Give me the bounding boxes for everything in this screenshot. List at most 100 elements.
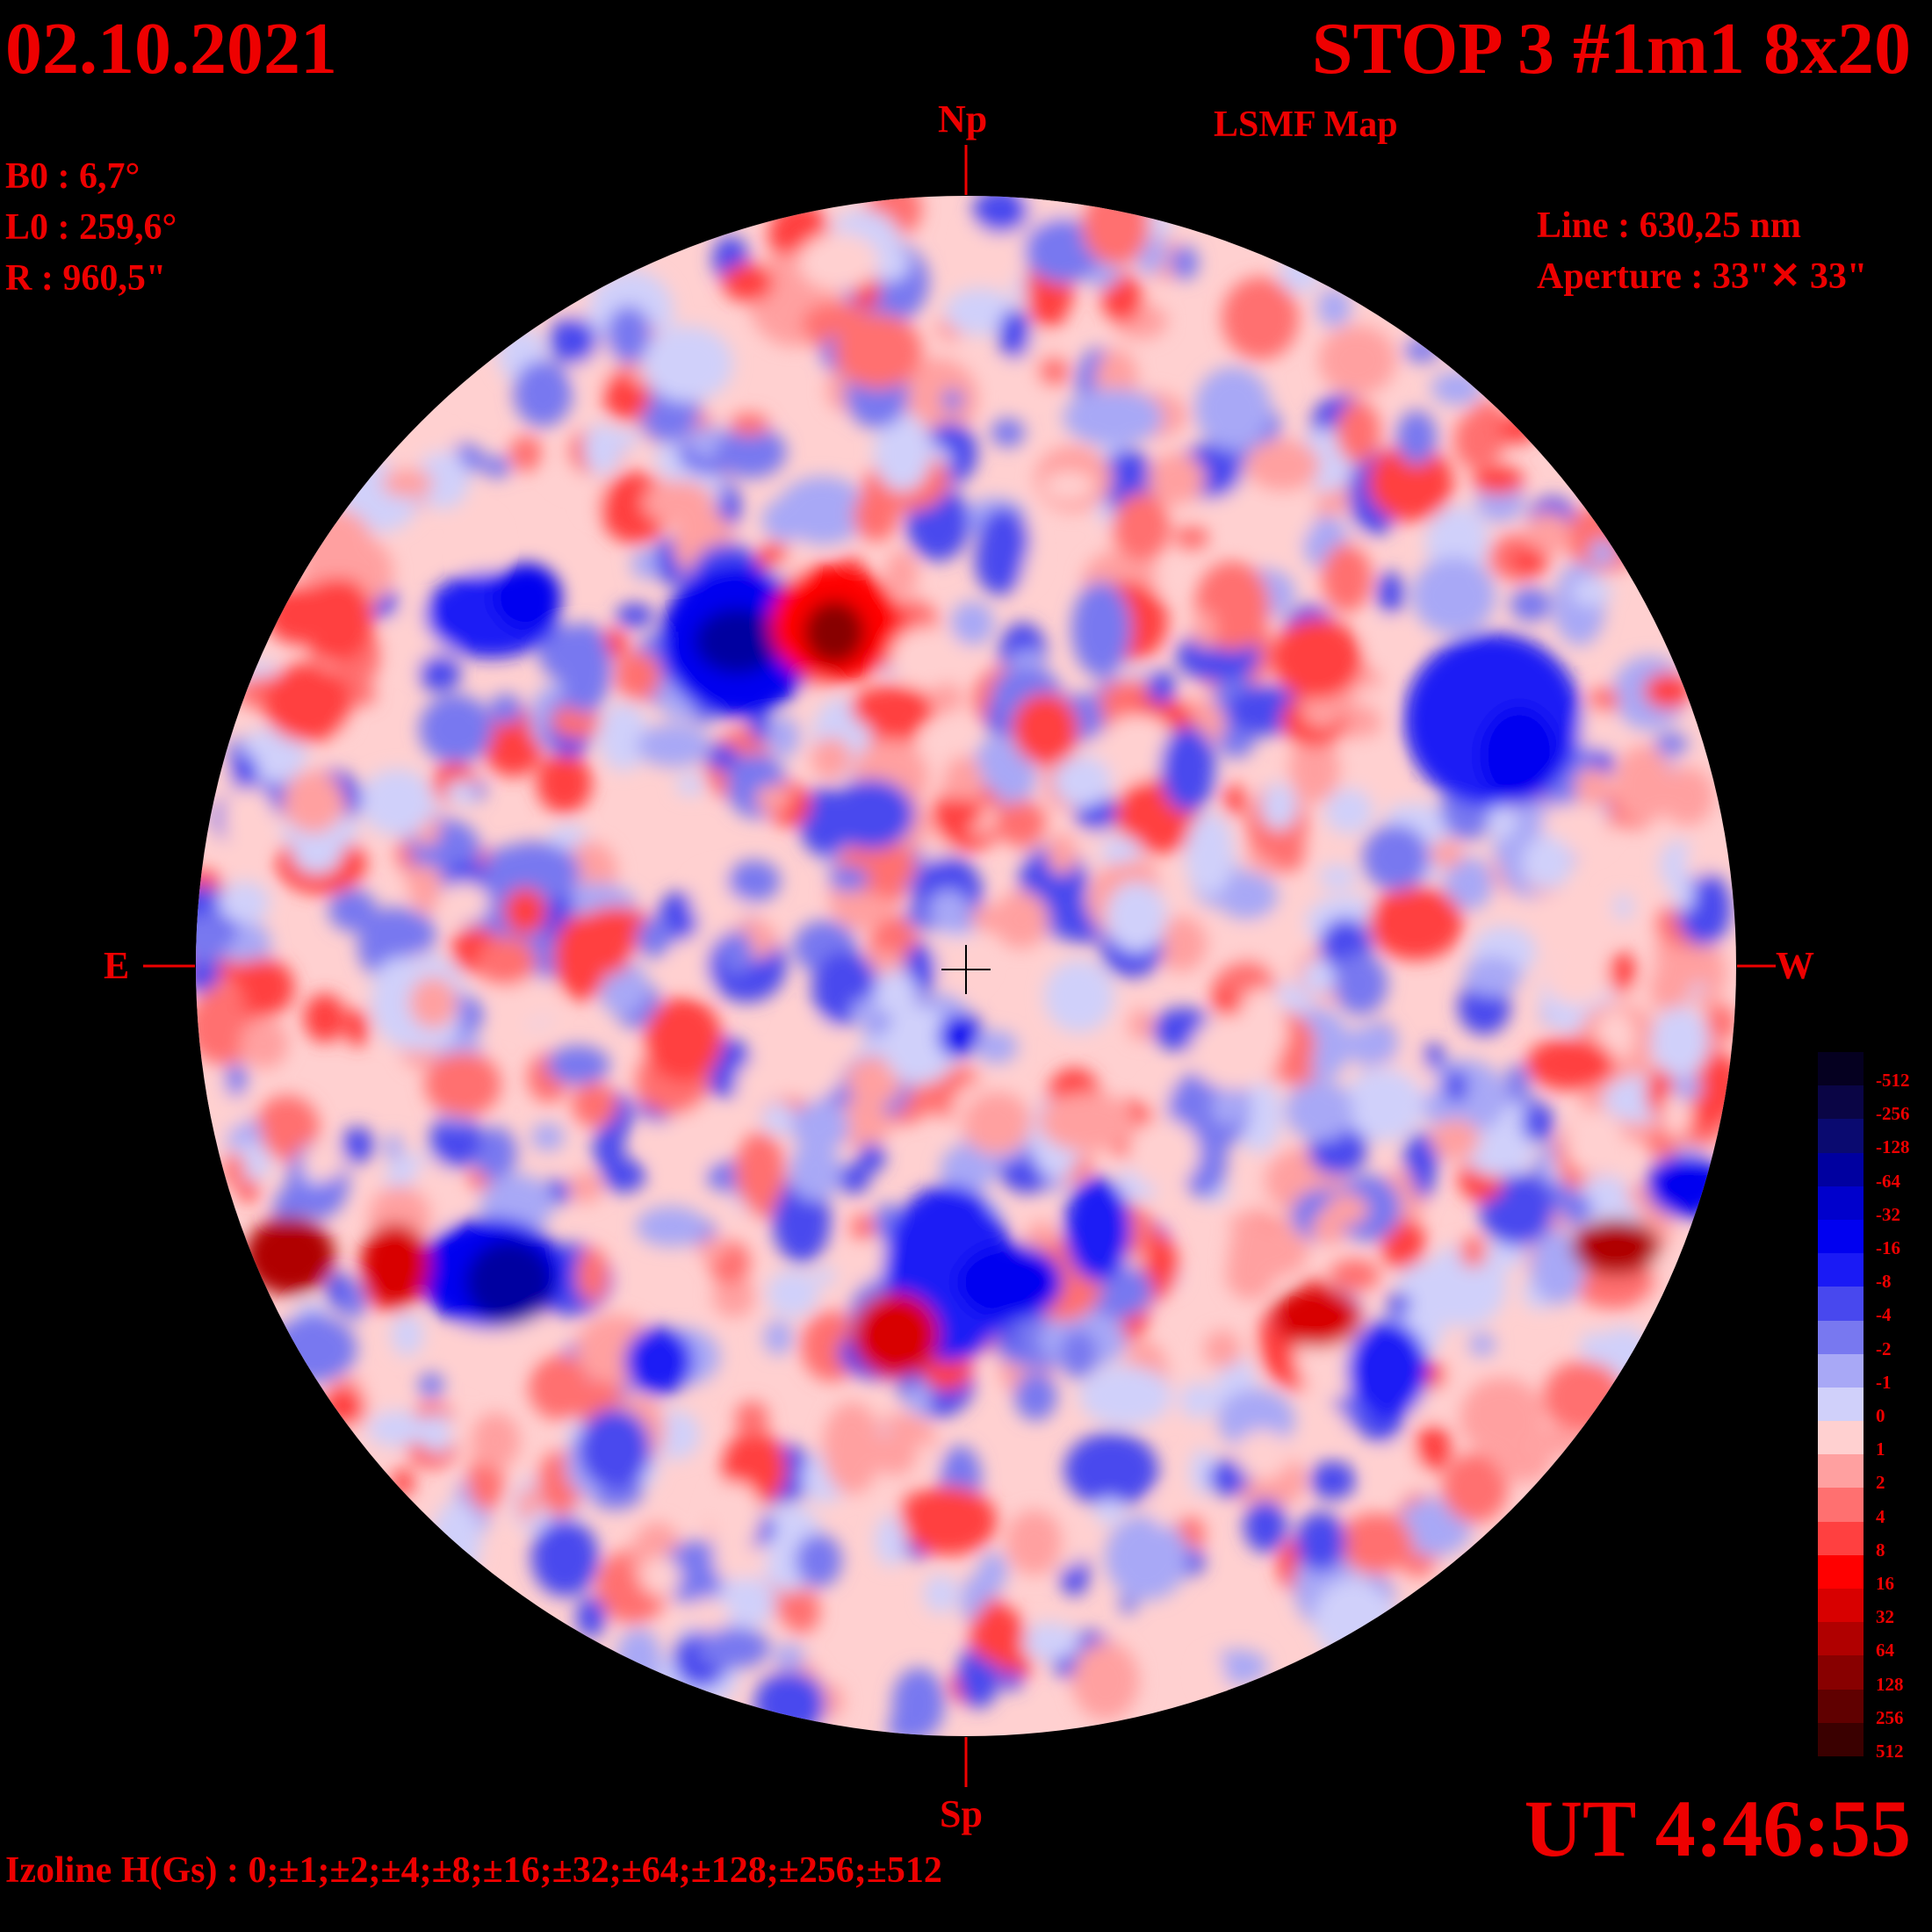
param-b0: B0 : 6,7°: [5, 156, 141, 197]
field-patch: [1510, 548, 1549, 575]
scale-cell: [1818, 1722, 1864, 1757]
field-patch: [1063, 1177, 1132, 1282]
field-patch: [1245, 439, 1321, 492]
field-patch: [1020, 1622, 1080, 1661]
field-patch: [1671, 877, 1695, 912]
field-patch: [1081, 196, 1150, 266]
field-patch: [202, 983, 245, 1018]
field-patch: [1510, 588, 1552, 622]
scale-cell: [1818, 1554, 1864, 1590]
field-patch: [1571, 1219, 1661, 1275]
field-patch: [761, 1101, 795, 1135]
field-patch: [1526, 511, 1571, 555]
field-patch: [645, 997, 723, 1083]
field-patch: [642, 480, 716, 525]
scale-cell: [1818, 1488, 1864, 1523]
field-patch: [616, 1627, 662, 1691]
field-patch: [642, 326, 733, 402]
field-patch: [1112, 493, 1171, 561]
field-patch: [1546, 906, 1611, 961]
field-patch: [730, 413, 769, 436]
field-patch: [1699, 1003, 1736, 1042]
field-patch: [1343, 736, 1389, 793]
west-label: W: [1776, 944, 1814, 987]
field-patch: [383, 1133, 403, 1162]
field-patch: [1362, 824, 1430, 891]
field-patch: [1643, 672, 1691, 710]
north-pole-label: Np: [938, 97, 988, 141]
field-patch: [1228, 1223, 1309, 1279]
field-patch: [481, 706, 545, 777]
field-patch: [302, 1142, 344, 1182]
field-patch: [1059, 1330, 1098, 1380]
field-patch: [822, 1402, 882, 1495]
scale-label: -16: [1876, 1237, 1900, 1259]
scale-cell: [1818, 1655, 1864, 1690]
scale-label: 4: [1876, 1505, 1885, 1527]
field-patch: [1396, 410, 1438, 465]
scale-cell: [1818, 1689, 1864, 1724]
field-patch: [572, 1082, 617, 1128]
scale-label: 0: [1876, 1405, 1885, 1426]
scale-cell: [1818, 1387, 1864, 1422]
field-patch: [472, 1126, 517, 1180]
field-patch: [1355, 687, 1380, 706]
field-patch: [1063, 1432, 1158, 1508]
field-patch: [1430, 839, 1463, 869]
field-patch: [1150, 1494, 1179, 1528]
field-patch: [559, 622, 611, 714]
field-patch: [1301, 959, 1336, 995]
field-patch: [1279, 253, 1322, 293]
field-patch: [1071, 1641, 1140, 1720]
field-patch: [837, 1164, 870, 1194]
field-patch: [1648, 964, 1690, 1015]
field-patch: [950, 601, 995, 645]
scale-cell: [1818, 1186, 1864, 1221]
field-patch: [244, 1216, 335, 1295]
izoline-legend: Izoline H(Gs) : 0;±1;±2;±4;±8;±16;±32;±6…: [5, 1850, 942, 1891]
field-patch: [1565, 1110, 1626, 1175]
field-patch: [833, 314, 923, 389]
field-patch: [993, 890, 1049, 949]
field-patch: [1170, 245, 1199, 280]
color-scale-bar: [1818, 1052, 1864, 1757]
field-patch: [1294, 1511, 1346, 1573]
field-patch: [882, 1005, 958, 1085]
field-patch: [1444, 856, 1494, 911]
scale-label: 64: [1876, 1640, 1894, 1662]
field-patch: [1288, 735, 1341, 804]
field-patch: [593, 1125, 625, 1172]
field-patch: [1094, 1497, 1125, 1525]
field-patch: [1043, 472, 1094, 501]
field-patch: [1325, 1193, 1369, 1226]
field-patch: [322, 1386, 366, 1428]
field-patch: [974, 1030, 1019, 1064]
field-patch: [462, 517, 499, 575]
field-patch: [991, 418, 1025, 448]
field-patch: [695, 608, 781, 674]
field-patch: [597, 958, 648, 1016]
field-patch: [858, 1143, 886, 1173]
field-patch: [735, 1057, 797, 1112]
field-patch: [341, 1127, 374, 1164]
field-patch: [1473, 465, 1525, 495]
field-patch: [943, 755, 984, 810]
east-label: E: [104, 944, 130, 987]
field-patch: [578, 906, 655, 953]
scale-cell: [1818, 1454, 1864, 1489]
field-patch: [345, 1008, 370, 1048]
field-patch: [1272, 617, 1363, 700]
field-patch: [548, 317, 598, 364]
field-patch: [768, 716, 800, 758]
field-patch: [1224, 783, 1245, 816]
field-patch: [1318, 864, 1358, 890]
field-patch: [1573, 710, 1618, 750]
field-patch: [1146, 669, 1176, 705]
field-patch: [419, 694, 494, 764]
field-patch: [715, 426, 787, 479]
field-patch: [962, 1091, 1031, 1156]
field-patch: [697, 1236, 727, 1261]
field-patch: [1185, 811, 1234, 896]
field-patch: [1211, 1090, 1246, 1126]
